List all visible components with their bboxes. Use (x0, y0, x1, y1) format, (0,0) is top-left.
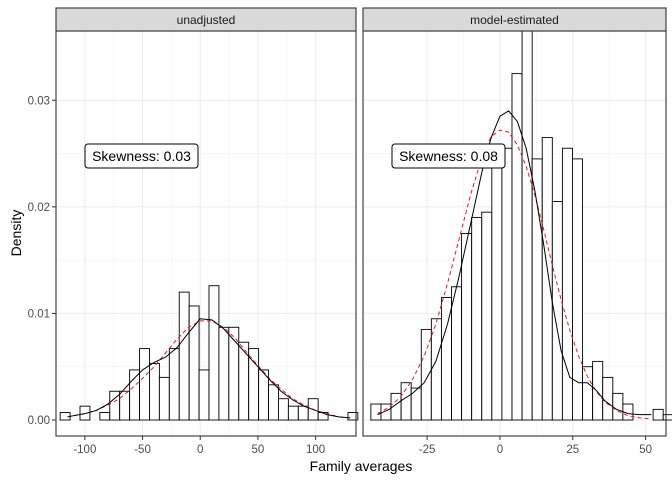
panel-model-estimated: Skewness: 0.08 model-estimated -25 0 25 50 (362, 7, 672, 456)
histogram-bar (248, 348, 260, 421)
histogram-bar (662, 414, 672, 421)
histogram-bar (198, 369, 210, 421)
skewness-label: Skewness: 0.03 (92, 148, 191, 164)
histogram-bar (208, 285, 220, 421)
y-axis-title: Density (8, 210, 24, 257)
histogram-bar (501, 147, 513, 421)
x-axis-ticks: -100 -50 0 50 100 (73, 436, 325, 456)
panel-unadjusted: Skewness: 0.03 unadjusted -100 -50 0 50 100 (55, 7, 359, 456)
x-tick-label: 25 (566, 444, 579, 456)
x-tick-label: 0 (197, 444, 203, 456)
histogram-bar (592, 360, 604, 421)
density-curves (67, 318, 351, 419)
histogram-bar (541, 137, 553, 421)
histogram-bar (582, 366, 594, 421)
histogram-bar (119, 390, 131, 421)
skewness-annotation: Skewness: 0.03 (84, 143, 199, 169)
histogram-bar (347, 412, 359, 421)
histogram-bar (511, 73, 523, 421)
x-tick-label: 100 (306, 444, 325, 456)
histogram-bars (59, 285, 359, 421)
y-tick-label: 0.00 (28, 415, 50, 427)
histogram-bar (652, 408, 664, 421)
skewness-label-box (84, 143, 199, 169)
histogram-bar (471, 217, 483, 421)
x-tick-label: -25 (419, 444, 436, 456)
x-tick-label: 50 (639, 444, 652, 456)
histogram-bar (158, 376, 170, 421)
kernel-density-curve (377, 110, 652, 416)
histogram-bar (149, 363, 160, 421)
skewness-label-box (391, 143, 506, 169)
x-tick-label: -50 (134, 444, 151, 456)
histogram-bar (317, 412, 329, 421)
kernel-density-curve (67, 318, 351, 419)
histogram-bar (451, 286, 463, 421)
histogram-bar (521, 30, 533, 421)
histogram-bar (430, 318, 442, 421)
histogram-bar (481, 211, 493, 421)
histogram-bar (572, 158, 584, 421)
density-curves (377, 110, 652, 420)
y-axis: 0.00 0.01 0.02 0.03 (28, 95, 56, 427)
histogram-bar (268, 384, 279, 421)
histogram-bar (461, 233, 473, 421)
normal-density-curve (377, 129, 652, 420)
x-axis-title: Family averages (310, 458, 413, 474)
facet-strip-label: unadjusted (177, 13, 236, 27)
histogram-bar (99, 412, 111, 421)
y-tick-label: 0.03 (28, 95, 50, 107)
x-tick-label: 50 (252, 444, 265, 456)
histogram-bar (561, 147, 573, 421)
x-tick-label: 0 (497, 444, 503, 456)
histogram-bar (491, 158, 503, 421)
histogram-bar (139, 348, 150, 421)
histogram-bar (278, 398, 289, 421)
histogram-bars (370, 30, 672, 421)
histogram-bar (178, 291, 190, 421)
histogram-bar (168, 348, 180, 421)
histogram-bar (602, 376, 614, 421)
y-tick-label: 0.02 (28, 202, 50, 214)
skewness-label: Skewness: 0.08 (399, 148, 498, 164)
histogram-bar (612, 392, 624, 421)
histogram-bar (218, 326, 230, 421)
facet-strip (362, 7, 667, 32)
histogram-bar (188, 305, 200, 421)
y-tick-label: 0.01 (28, 308, 50, 320)
x-axis-ticks: -25 0 25 50 (419, 436, 652, 456)
histogram-bar (287, 405, 299, 421)
panel-background (56, 31, 356, 436)
facet-strip (55, 7, 357, 32)
histogram-bar (297, 405, 309, 421)
histogram-bar (531, 158, 543, 421)
histogram-bar (238, 341, 250, 421)
x-tick-label: -100 (73, 444, 96, 456)
facet-strip-label: model-estimated (470, 13, 559, 27)
skewness-annotation: Skewness: 0.08 (391, 143, 506, 169)
histogram-bar (420, 328, 432, 421)
